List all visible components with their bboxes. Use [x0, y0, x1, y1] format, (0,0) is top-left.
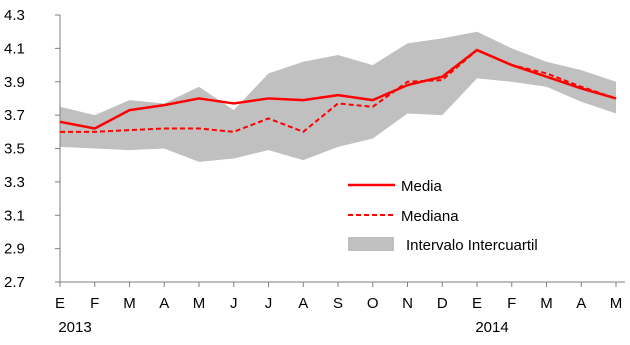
x-tick-label: J [230, 295, 238, 312]
x-tick-label: M [610, 295, 623, 312]
x-tick-label: A [298, 295, 308, 312]
x-tick-label: F [507, 295, 516, 312]
x-tick-label: O [367, 295, 379, 312]
legend-label-media: Media [401, 178, 443, 195]
x-tick-label: J [265, 295, 273, 312]
x-tick-label: F [90, 295, 99, 312]
series-layer [59, 48, 617, 133]
y-tick-label: 3.5 [4, 141, 25, 158]
legend-label-band: Intervalo Intercuartil [406, 237, 538, 254]
y-tick-label: 2.9 [4, 241, 25, 258]
y-tick-label: 3.1 [4, 207, 25, 224]
y-tick-label: 4.1 [4, 40, 25, 57]
x-tick-label: A [576, 295, 586, 312]
x-tick-label: S [333, 295, 343, 312]
x-tick-label: E [472, 295, 482, 312]
x-tick-label: A [159, 295, 169, 312]
y-ticks-layer: 2.7 2.9 3.1 3.3 3.5 3.7 3.9 4.1 4.3 [4, 7, 60, 291]
x-year-label: 2013 [58, 319, 91, 336]
y-tick-label: 4.3 [4, 7, 25, 24]
x-ticks-layer: E F M A M J J A S O N D E F M A M 2013 2014 [55, 282, 622, 336]
y-tick-label: 3.3 [4, 174, 25, 191]
interquartile-band [60, 31, 616, 162]
series-line-media [59, 48, 617, 130]
legend-swatch-band [348, 237, 394, 251]
y-tick-label: 3.9 [4, 74, 25, 91]
x-year-label: 2014 [475, 319, 508, 336]
y-tick-label: 3.7 [4, 107, 25, 124]
x-tick-label: M [193, 295, 206, 312]
legend-label-mediana: Mediana [401, 208, 459, 225]
x-tick-label: D [437, 295, 448, 312]
x-tick-label: M [540, 295, 553, 312]
x-tick-label: E [55, 295, 65, 312]
y-tick-label: 2.7 [4, 274, 25, 291]
series-line-mediana [60, 49, 617, 133]
x-tick-label: M [123, 295, 136, 312]
legend: Media Mediana Intervalo Intercuartil [348, 178, 538, 254]
x-tick-label: N [402, 295, 413, 312]
interquartile-band-layer [60, 31, 616, 162]
